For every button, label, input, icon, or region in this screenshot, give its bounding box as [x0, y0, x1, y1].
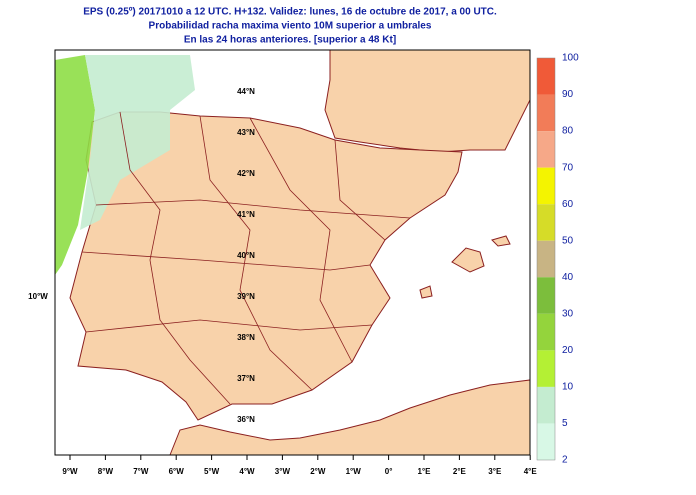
lon-label: 4°E — [524, 467, 538, 476]
colorbar-label: 80 — [562, 126, 574, 137]
title-line: EPS (0.25º) 20171010 a 12 UTC. H+132. Va… — [83, 7, 497, 18]
lon-label: 9°W — [62, 467, 78, 476]
lat-label: 38°N — [237, 333, 255, 342]
lon-label: 1°E — [418, 467, 432, 476]
side-label: 10°W — [28, 292, 48, 301]
probability-area — [80, 55, 195, 230]
lon-label: 1°W — [346, 467, 362, 476]
colorbar-label: 100 — [562, 53, 579, 64]
lon-label: 6°W — [169, 467, 185, 476]
balearic-island — [451, 247, 485, 273]
colorbar-label: 50 — [562, 235, 574, 246]
lon-label: 0° — [385, 467, 393, 476]
grid-labels: 44°N 43°N 42°N 41°N 40°N 39°N 38°N 37°N 36°N 9°W 8… — [62, 87, 537, 476]
colorbar-segment — [537, 386, 555, 424]
colorbar-segment — [537, 58, 555, 95]
map: 10°W — [28, 49, 531, 456]
colorbar: 100 90 80 70 60 50 40 30 20 10 5 2 — [536, 53, 579, 466]
title-line: En las 24 horas anteriores. [superior a … — [184, 35, 396, 46]
lat-label: 41°N — [237, 210, 255, 219]
lon-label: 3°W — [275, 467, 291, 476]
iberia-land — [69, 111, 463, 421]
lat-label: 36°N — [237, 415, 255, 424]
colorbar-label: 2 — [562, 455, 568, 466]
lon-label: 8°W — [98, 467, 114, 476]
colorbar-label: 5 — [562, 418, 568, 429]
lat-label: 40°N — [237, 251, 255, 260]
france-land — [324, 49, 531, 153]
lon-label: 5°W — [204, 467, 220, 476]
balearic-island — [491, 235, 511, 247]
probability-area — [55, 55, 95, 275]
colorbar-label: 10 — [562, 382, 574, 393]
colorbar-segment — [537, 94, 555, 132]
colorbar-segment — [537, 167, 555, 205]
lon-label: 2°E — [453, 467, 467, 476]
lat-label: 37°N — [237, 374, 255, 383]
lon-label: 2°W — [310, 467, 326, 476]
title-line: Probabilidad racha maxima viento 10M sup… — [149, 21, 432, 32]
africa-land — [169, 379, 531, 456]
lat-label: 39°N — [237, 292, 255, 301]
colorbar-label: 60 — [562, 199, 574, 210]
map-frame — [54, 49, 531, 456]
lat-label: 44°N — [237, 87, 255, 96]
province-borders — [81, 111, 411, 405]
colorbar-frame — [536, 57, 556, 461]
colorbar-segment — [537, 131, 555, 168]
colorbar-label: 90 — [562, 89, 574, 100]
balearic-island — [419, 285, 433, 299]
colorbar-segment — [537, 313, 555, 351]
lon-label: 7°W — [133, 467, 149, 476]
colorbar-segment — [537, 423, 555, 460]
colorbar-label: 70 — [562, 162, 574, 173]
colorbar-label: 30 — [562, 308, 574, 319]
colorbar-segment — [537, 240, 555, 278]
lat-label: 42°N — [237, 169, 255, 178]
colorbar-segment — [537, 204, 555, 241]
colorbar-label: 40 — [562, 272, 574, 283]
lat-label: 43°N — [237, 128, 255, 137]
colorbar-segment — [537, 350, 555, 387]
lon-label: 4°W — [239, 467, 255, 476]
colorbar-segment — [537, 277, 555, 314]
colorbar-label: 20 — [562, 345, 574, 356]
lon-label: 3°E — [488, 467, 502, 476]
